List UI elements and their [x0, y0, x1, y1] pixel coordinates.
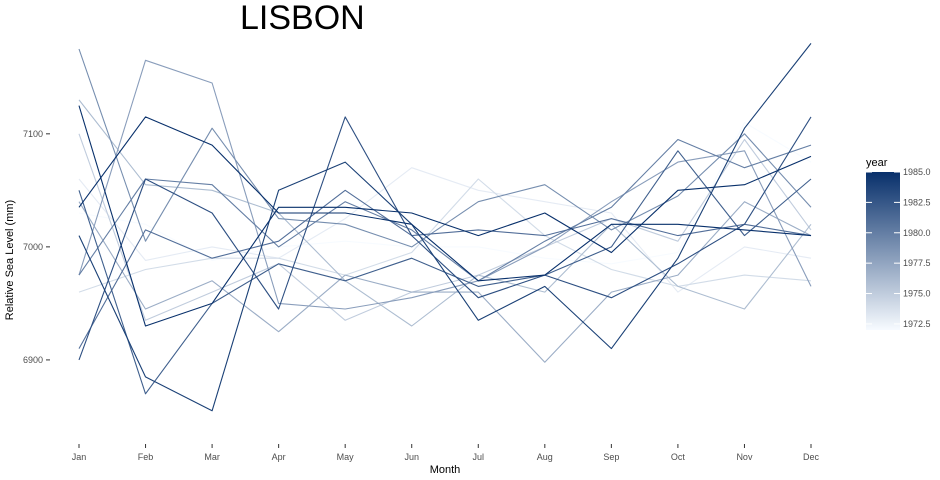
- series-layer: [78, 43, 812, 412]
- x-axis: Jan Feb Mar Apr May Jun Jul Aug Sep Oct Nov Dec: [72, 444, 820, 462]
- x-tick-label-mar: Mar: [204, 452, 220, 462]
- y-axis-title: Relative Sea Level (mm): [4, 200, 16, 320]
- legend-label-1985-0: 1985.0: [903, 167, 931, 177]
- x-tick-label-feb: Feb: [138, 452, 154, 462]
- series-line-1976-4: [78, 99, 812, 327]
- legend-ticks: 1972.5 1975.0 1977.5 1980.0 1982.5 1985.0: [866, 167, 931, 329]
- series-line-1985-14: [78, 116, 812, 282]
- x-tick-label-jun: Jun: [404, 452, 419, 462]
- x-tick-label-sep: Sep: [603, 452, 619, 462]
- series-line-1975-3: [78, 133, 812, 321]
- legend-label-1980-0: 1980.0: [903, 228, 931, 238]
- y-tick-label-6900: 6900: [23, 355, 43, 365]
- y-tick-label-7100: 7100: [23, 129, 43, 139]
- series-line-1979-7: [78, 48, 812, 248]
- x-tick-label-nov: Nov: [736, 452, 753, 462]
- legend-label-1975-0: 1975.0: [903, 289, 931, 299]
- x-tick-label-may: May: [337, 452, 355, 462]
- x-tick-label-apr: Apr: [272, 452, 286, 462]
- legend-label-1977-5: 1977.5: [903, 258, 931, 268]
- series-line-1972-0: [78, 121, 812, 265]
- y-tick-label-7000: 7000: [23, 242, 43, 252]
- x-tick-label-jul: Jul: [473, 452, 485, 462]
- series-line-1977-5: [78, 201, 812, 363]
- x-axis-title: Month: [430, 464, 461, 476]
- x-tick-label-oct: Oct: [671, 452, 686, 462]
- legend-label-1972-5: 1972.5: [903, 319, 931, 329]
- chart-title: LISBON: [240, 0, 365, 37]
- legend-label-1982-5: 1982.5: [903, 197, 931, 207]
- series-line-1984-12: [78, 43, 812, 412]
- y-axis: 6900 7000 7100: [23, 129, 50, 365]
- series-line-1981-9: [78, 189, 812, 349]
- series-line-1978-6: [78, 59, 812, 310]
- series-line-1973-1: [78, 167, 812, 293]
- series-line-1980-8: [78, 138, 812, 282]
- series-line-1974-2: [78, 178, 812, 293]
- x-tick-label-dec: Dec: [803, 452, 820, 462]
- series-line-1983-11: [78, 116, 812, 361]
- x-tick-label-aug: Aug: [537, 452, 553, 462]
- series-line-1985-13: [78, 105, 812, 327]
- x-tick-label-jan: Jan: [72, 452, 87, 462]
- legend-title: year: [866, 157, 888, 169]
- legend: year 1972.5 1975.0 1977.5 1980.0 1982.5 1985.…: [866, 157, 931, 330]
- legend-colorbar: [866, 172, 900, 330]
